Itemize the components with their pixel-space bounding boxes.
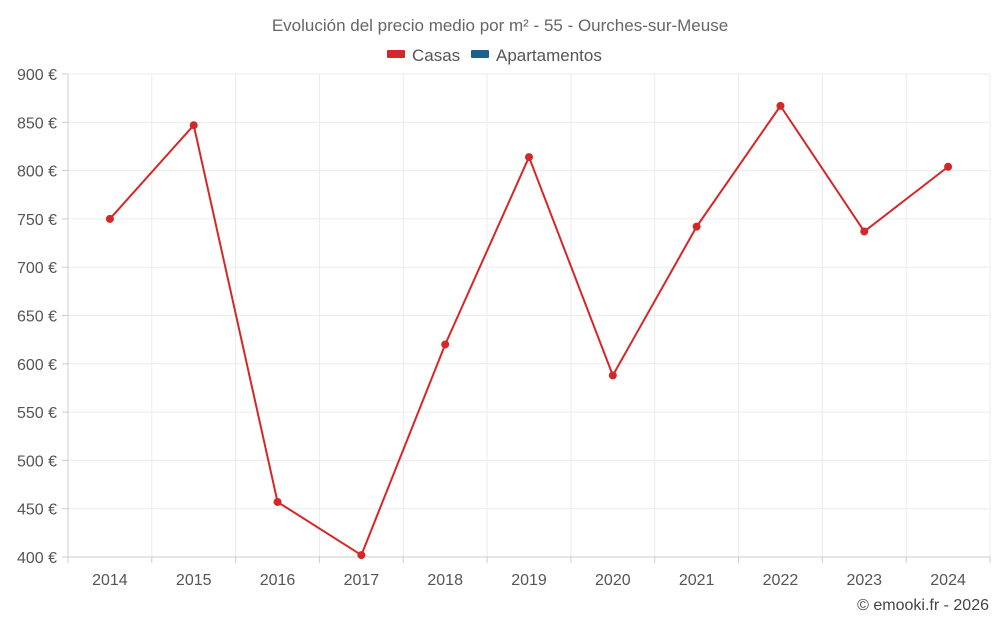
- data-point[interactable]: [860, 227, 869, 236]
- y-tick-label: 650 €: [17, 309, 57, 326]
- data-point[interactable]: [776, 101, 785, 110]
- data-point[interactable]: [357, 551, 366, 560]
- legend: Casas Apartamentos: [387, 46, 602, 65]
- x-tick-label: 2019: [511, 572, 547, 589]
- x-tick-label: 2022: [763, 572, 799, 589]
- legend-label-apartamentos[interactable]: Apartamentos: [496, 46, 602, 65]
- x-tick-label: 2015: [176, 572, 212, 589]
- x-tick-label: 2020: [595, 572, 631, 589]
- data-point[interactable]: [692, 222, 701, 231]
- y-axis-labels: 400 € 450 € 500 € 550 € 600 € 650 € 700 € 750 €…: [17, 67, 57, 567]
- data-point[interactable]: [441, 340, 450, 349]
- y-tick-label: 600 €: [17, 357, 57, 374]
- data-point[interactable]: [105, 214, 114, 223]
- y-tick-label: 900 €: [17, 67, 57, 84]
- chart-title: Evolución del precio medio por m² - 55 -…: [272, 16, 728, 35]
- legend-swatch-apartamentos[interactable]: [471, 50, 489, 58]
- credit-text: © emooki.fr - 2026: [857, 597, 989, 614]
- x-tick-label: 2024: [930, 572, 966, 589]
- x-tick-label: 2018: [427, 572, 463, 589]
- y-tick-label: 500 €: [17, 453, 57, 470]
- data-point[interactable]: [273, 497, 282, 506]
- y-tick-label: 550 €: [17, 405, 57, 422]
- legend-swatch-casas[interactable]: [387, 50, 405, 58]
- x-tick-label: 2017: [344, 572, 380, 589]
- x-axis-labels: 2014 2015 2016 2017 2018 2019 2020 2021 2022 2023…: [92, 572, 966, 589]
- x-tick-label: 2014: [92, 572, 128, 589]
- x-tick-label: 2021: [679, 572, 715, 589]
- data-point[interactable]: [525, 153, 533, 162]
- legend-label-casas[interactable]: Casas: [412, 46, 460, 65]
- data-point[interactable]: [608, 371, 617, 380]
- data-point[interactable]: [944, 162, 953, 171]
- x-tick-label: 2016: [260, 572, 296, 589]
- x-tick-label: 2023: [846, 572, 882, 589]
- axes: [62, 73, 991, 563]
- y-tick-label: 800 €: [17, 164, 57, 181]
- grid: [67, 73, 991, 557]
- y-tick-label: 400 €: [17, 550, 57, 567]
- y-tick-label: 750 €: [17, 212, 57, 229]
- y-tick-label: 450 €: [17, 502, 57, 519]
- y-tick-label: 850 €: [17, 115, 57, 132]
- data-point[interactable]: [189, 121, 198, 130]
- series-layer: [105, 101, 953, 560]
- y-tick-label: 700 €: [17, 260, 57, 277]
